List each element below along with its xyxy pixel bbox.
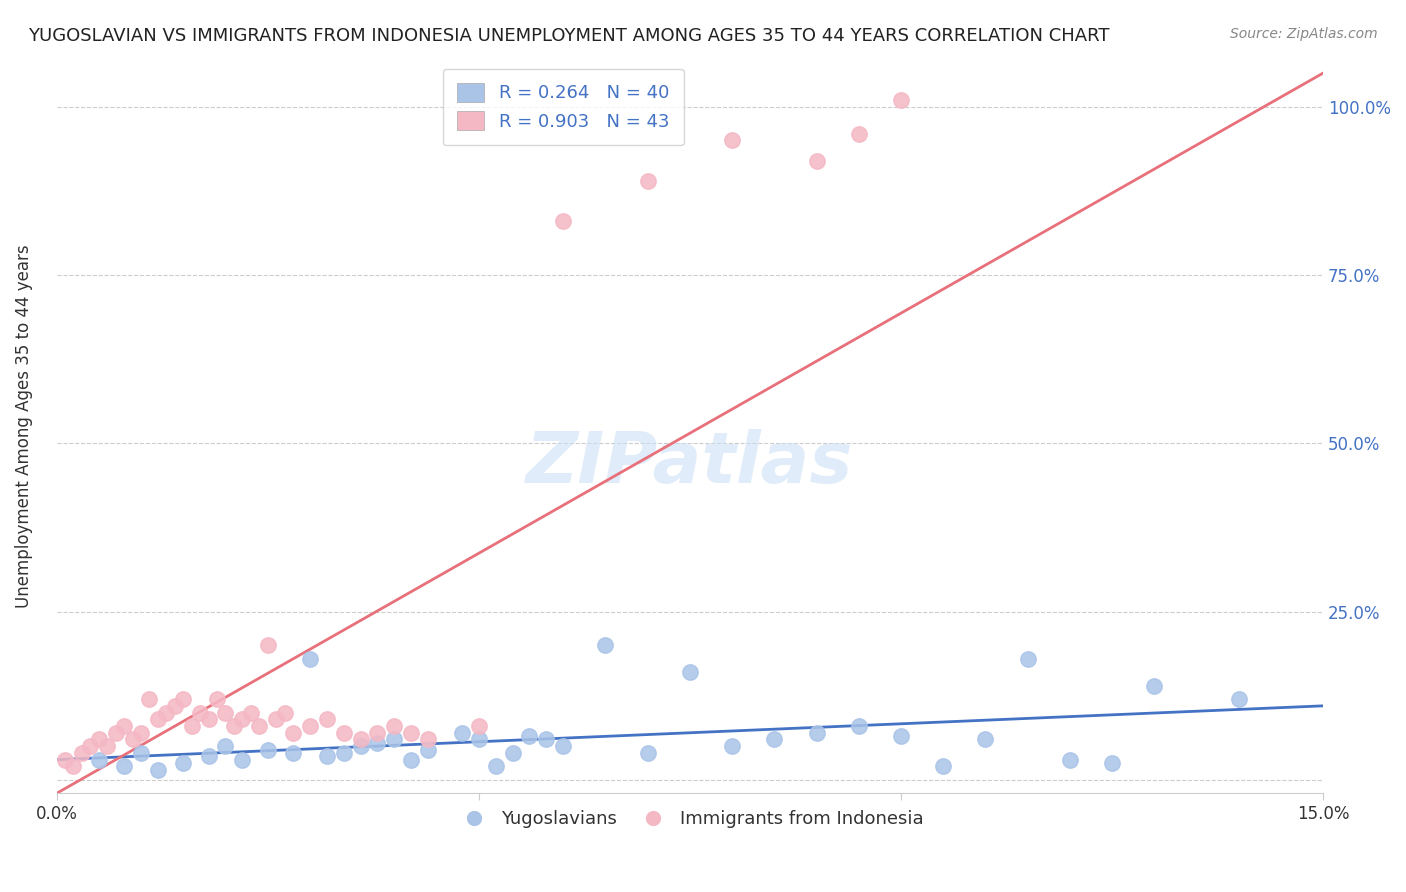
Point bbox=[96, 739, 118, 754]
Point bbox=[197, 712, 219, 726]
Point bbox=[721, 133, 744, 147]
Point bbox=[315, 712, 337, 726]
Point bbox=[222, 719, 245, 733]
Point bbox=[256, 638, 278, 652]
Point bbox=[1017, 651, 1039, 665]
Point bbox=[214, 739, 236, 754]
Text: YUGOSLAVIAN VS IMMIGRANTS FROM INDONESIA UNEMPLOYMENT AMONG AGES 35 TO 44 YEARS : YUGOSLAVIAN VS IMMIGRANTS FROM INDONESIA… bbox=[28, 27, 1109, 45]
Point bbox=[451, 725, 474, 739]
Point bbox=[890, 729, 912, 743]
Point bbox=[273, 706, 295, 720]
Point bbox=[87, 753, 110, 767]
Point bbox=[679, 665, 702, 680]
Y-axis label: Unemployment Among Ages 35 to 44 years: Unemployment Among Ages 35 to 44 years bbox=[15, 244, 32, 608]
Point bbox=[172, 692, 194, 706]
Point bbox=[247, 719, 270, 733]
Point bbox=[239, 706, 262, 720]
Point bbox=[553, 739, 575, 754]
Point bbox=[806, 725, 828, 739]
Point bbox=[146, 712, 169, 726]
Point bbox=[332, 725, 354, 739]
Point bbox=[231, 753, 253, 767]
Point bbox=[416, 732, 439, 747]
Point bbox=[138, 692, 160, 706]
Point bbox=[87, 732, 110, 747]
Point bbox=[104, 725, 127, 739]
Point bbox=[637, 746, 659, 760]
Point bbox=[1059, 753, 1081, 767]
Text: Source: ZipAtlas.com: Source: ZipAtlas.com bbox=[1230, 27, 1378, 41]
Point bbox=[1227, 692, 1250, 706]
Point bbox=[188, 706, 211, 720]
Point bbox=[382, 732, 405, 747]
Point bbox=[502, 746, 524, 760]
Point bbox=[155, 706, 177, 720]
Legend: Yugoslavians, Immigrants from Indonesia: Yugoslavians, Immigrants from Indonesia bbox=[449, 803, 931, 836]
Point bbox=[197, 749, 219, 764]
Point bbox=[332, 746, 354, 760]
Point bbox=[806, 153, 828, 168]
Point bbox=[468, 732, 491, 747]
Text: ZIPatlas: ZIPatlas bbox=[526, 429, 853, 498]
Point bbox=[536, 732, 558, 747]
Point bbox=[315, 749, 337, 764]
Point bbox=[146, 763, 169, 777]
Point bbox=[595, 638, 617, 652]
Point bbox=[129, 725, 152, 739]
Point bbox=[349, 739, 371, 754]
Point bbox=[264, 712, 287, 726]
Point bbox=[281, 725, 304, 739]
Point bbox=[399, 725, 422, 739]
Point bbox=[848, 719, 870, 733]
Point bbox=[121, 732, 143, 747]
Point bbox=[637, 174, 659, 188]
Point bbox=[70, 746, 93, 760]
Point bbox=[129, 746, 152, 760]
Point bbox=[1143, 679, 1166, 693]
Point bbox=[366, 736, 388, 750]
Point bbox=[79, 739, 101, 754]
Point bbox=[205, 692, 228, 706]
Point bbox=[163, 698, 186, 713]
Point bbox=[553, 214, 575, 228]
Point bbox=[721, 739, 744, 754]
Point bbox=[416, 742, 439, 756]
Point bbox=[1101, 756, 1123, 770]
Point bbox=[974, 732, 997, 747]
Point bbox=[468, 719, 491, 733]
Point bbox=[112, 719, 135, 733]
Point bbox=[298, 719, 321, 733]
Point bbox=[256, 742, 278, 756]
Point bbox=[281, 746, 304, 760]
Point bbox=[399, 753, 422, 767]
Point bbox=[485, 759, 508, 773]
Point bbox=[382, 719, 405, 733]
Point bbox=[298, 651, 321, 665]
Point bbox=[53, 753, 76, 767]
Point bbox=[932, 759, 955, 773]
Point bbox=[112, 759, 135, 773]
Point bbox=[214, 706, 236, 720]
Point bbox=[172, 756, 194, 770]
Point bbox=[231, 712, 253, 726]
Point bbox=[890, 93, 912, 107]
Point bbox=[848, 127, 870, 141]
Point bbox=[62, 759, 84, 773]
Point bbox=[180, 719, 202, 733]
Point bbox=[366, 725, 388, 739]
Point bbox=[349, 732, 371, 747]
Point bbox=[763, 732, 786, 747]
Point bbox=[519, 729, 541, 743]
